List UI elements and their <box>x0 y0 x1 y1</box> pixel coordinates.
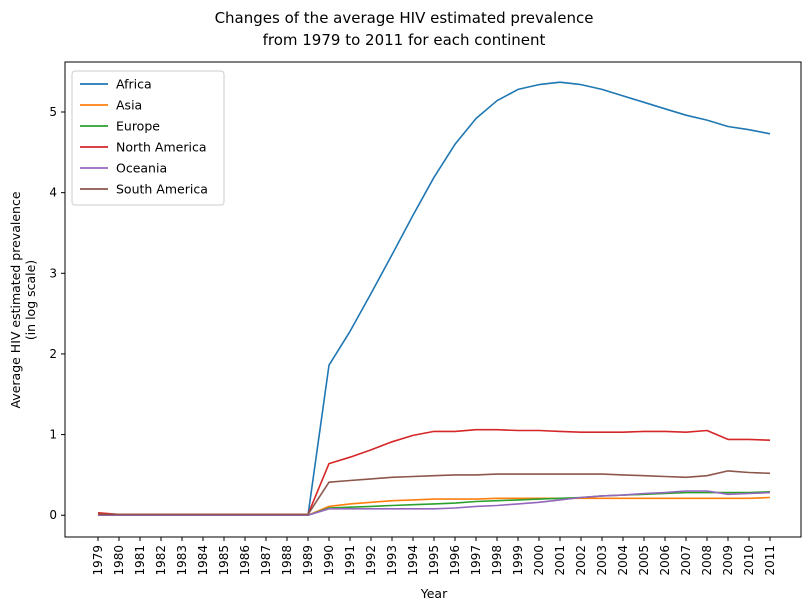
chart-title: Changes of the average HIV estimated pre… <box>215 9 594 49</box>
x-tick-label: 2011 <box>763 545 777 576</box>
legend-label: Europe <box>116 119 160 134</box>
x-tick-label: 1980 <box>112 545 126 576</box>
x-tick-label: 1997 <box>469 545 483 576</box>
x-tick-label: 1982 <box>154 545 168 576</box>
x-tick-label: 1999 <box>511 545 525 576</box>
x-tick-label: 2002 <box>574 545 588 576</box>
x-tick-label: 1985 <box>217 545 231 576</box>
x-tick-label: 2010 <box>742 545 756 576</box>
x-tick-label: 2008 <box>700 545 714 576</box>
x-axis-title: Year <box>420 586 448 601</box>
x-tick-label: 1986 <box>238 545 252 576</box>
y-axis-title-line-1: Average HIV estimated prevalence <box>8 191 23 408</box>
x-tick-label: 1989 <box>301 545 315 576</box>
y-tick-label: 0 <box>49 508 57 522</box>
legend: Africa Asia Europe North America Oceania Sout… <box>71 70 225 206</box>
legend-label: South America <box>116 182 208 197</box>
chart-title-line-1: Changes of the average HIV estimated pre… <box>215 9 594 27</box>
legend-label: Oceania <box>116 161 167 176</box>
x-tick-label: 2001 <box>553 545 567 576</box>
series-lines <box>97 81 771 517</box>
x-tick-label: 1984 <box>196 545 210 576</box>
y-tick-label: 1 <box>49 428 57 442</box>
x-tick-label: 2006 <box>658 545 672 576</box>
y-tick-label: 4 <box>49 186 57 200</box>
legend-box <box>71 70 225 206</box>
y-axis-title-line-2: (in log scale) <box>23 260 38 340</box>
x-axis: 1979 1980 1981 1982 1983 1984 1985 1986 1987 1988… <box>91 537 777 576</box>
chart-title-line-2: from 1979 to 2011 for each continent <box>263 31 546 49</box>
x-tick-label: 1998 <box>490 545 504 576</box>
x-tick-label: 1987 <box>259 545 273 576</box>
series-line-south-america <box>98 470 771 516</box>
x-tick-label: 2004 <box>616 545 630 576</box>
x-tick-label: 2009 <box>721 545 735 576</box>
y-tick-label: 2 <box>49 347 57 361</box>
x-tick-label: 1979 <box>91 545 105 576</box>
legend-label: North America <box>116 140 207 155</box>
x-tick-label: 2003 <box>595 545 609 576</box>
x-tick-label: 1991 <box>343 545 357 576</box>
x-tick-label: 1988 <box>280 545 294 576</box>
x-tick-label: 1996 <box>448 545 462 576</box>
plot-area <box>64 61 802 538</box>
x-tick-label: 2007 <box>679 545 693 576</box>
y-tick-label: 3 <box>49 266 57 280</box>
x-tick-label: 1995 <box>427 545 441 576</box>
x-tick-label: 1994 <box>406 545 420 576</box>
x-tick-label: 1993 <box>385 545 399 576</box>
series-line-north-america <box>97 428 771 516</box>
x-tick-label: 2005 <box>637 545 651 576</box>
legend-label: Africa <box>116 77 152 92</box>
series-line-asia <box>97 496 771 517</box>
legend-label: Asia <box>116 98 142 113</box>
y-tick-label: 5 <box>49 105 57 119</box>
series-line-europe <box>98 491 771 517</box>
x-tick-label: 2000 <box>532 545 546 576</box>
y-axis: 0 1 2 3 4 5 <box>49 105 65 522</box>
x-tick-label: 1981 <box>133 545 147 576</box>
x-tick-label: 1983 <box>175 545 189 576</box>
x-tick-label: 1990 <box>322 545 336 576</box>
y-axis-title: Average HIV estimated prevalence (in log… <box>8 191 38 408</box>
x-tick-label: 1992 <box>364 545 378 576</box>
